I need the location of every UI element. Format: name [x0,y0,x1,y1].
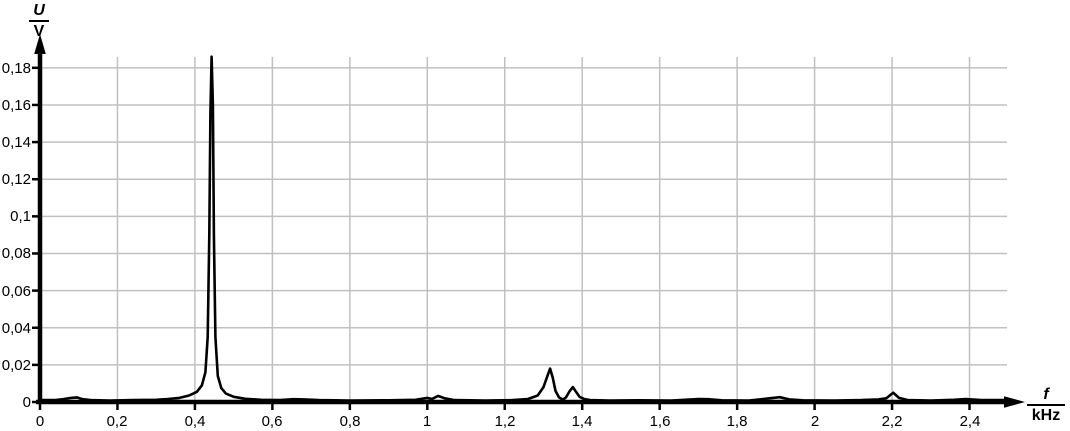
y-tick-label: 0,02 [1,357,31,374]
x-tick-label: 1,4 [571,413,593,430]
y-tick-label: 0,06 [1,283,31,300]
y-tick-label: 0,1 [10,208,31,225]
x-tick-label: 2,2 [881,413,903,430]
y-tick-label: 0,04 [1,320,31,337]
x-tick-label: 2 [810,413,820,430]
x-axis-title: f kHz [1026,386,1066,424]
x-tick-label: 0,6 [261,413,283,430]
x-axis-arrowhead [1004,396,1025,408]
x-axis-quantity-label: f [1043,386,1049,403]
x-tick-label: 0 [35,413,45,430]
x-tick-label: 1,2 [494,413,516,430]
y-tick-label: 0,08 [1,245,31,262]
y-tick-label: 0,14 [1,134,31,151]
y-tick-label: 0 [22,394,31,411]
x-tick-label: 1 [422,413,432,430]
y-tick-label: 0,12 [1,171,31,188]
y-axis-unit-label: V [33,23,45,40]
spectrum-curve [38,55,1006,402]
y-axis-quantity-label: U [33,2,45,19]
y-axis-fraction-bar [29,20,49,22]
x-tick-label: 0,4 [184,413,206,430]
x-tick-label: 0,8 [339,413,361,430]
x-tick-label: 1,6 [649,413,671,430]
x-axis-unit-label: kHz [1031,407,1061,424]
x-tick-label: 0,2 [106,413,128,430]
y-axis-title: U V [22,2,56,40]
y-tick-label: 0,18 [1,60,31,77]
x-axis-fraction-bar [1027,404,1065,406]
y-axis-arrowhead [34,34,46,54]
x-tick-label: 1,8 [726,413,748,430]
y-tick-label: 0,16 [1,97,31,114]
x-tick-label: 2,4 [959,413,981,430]
